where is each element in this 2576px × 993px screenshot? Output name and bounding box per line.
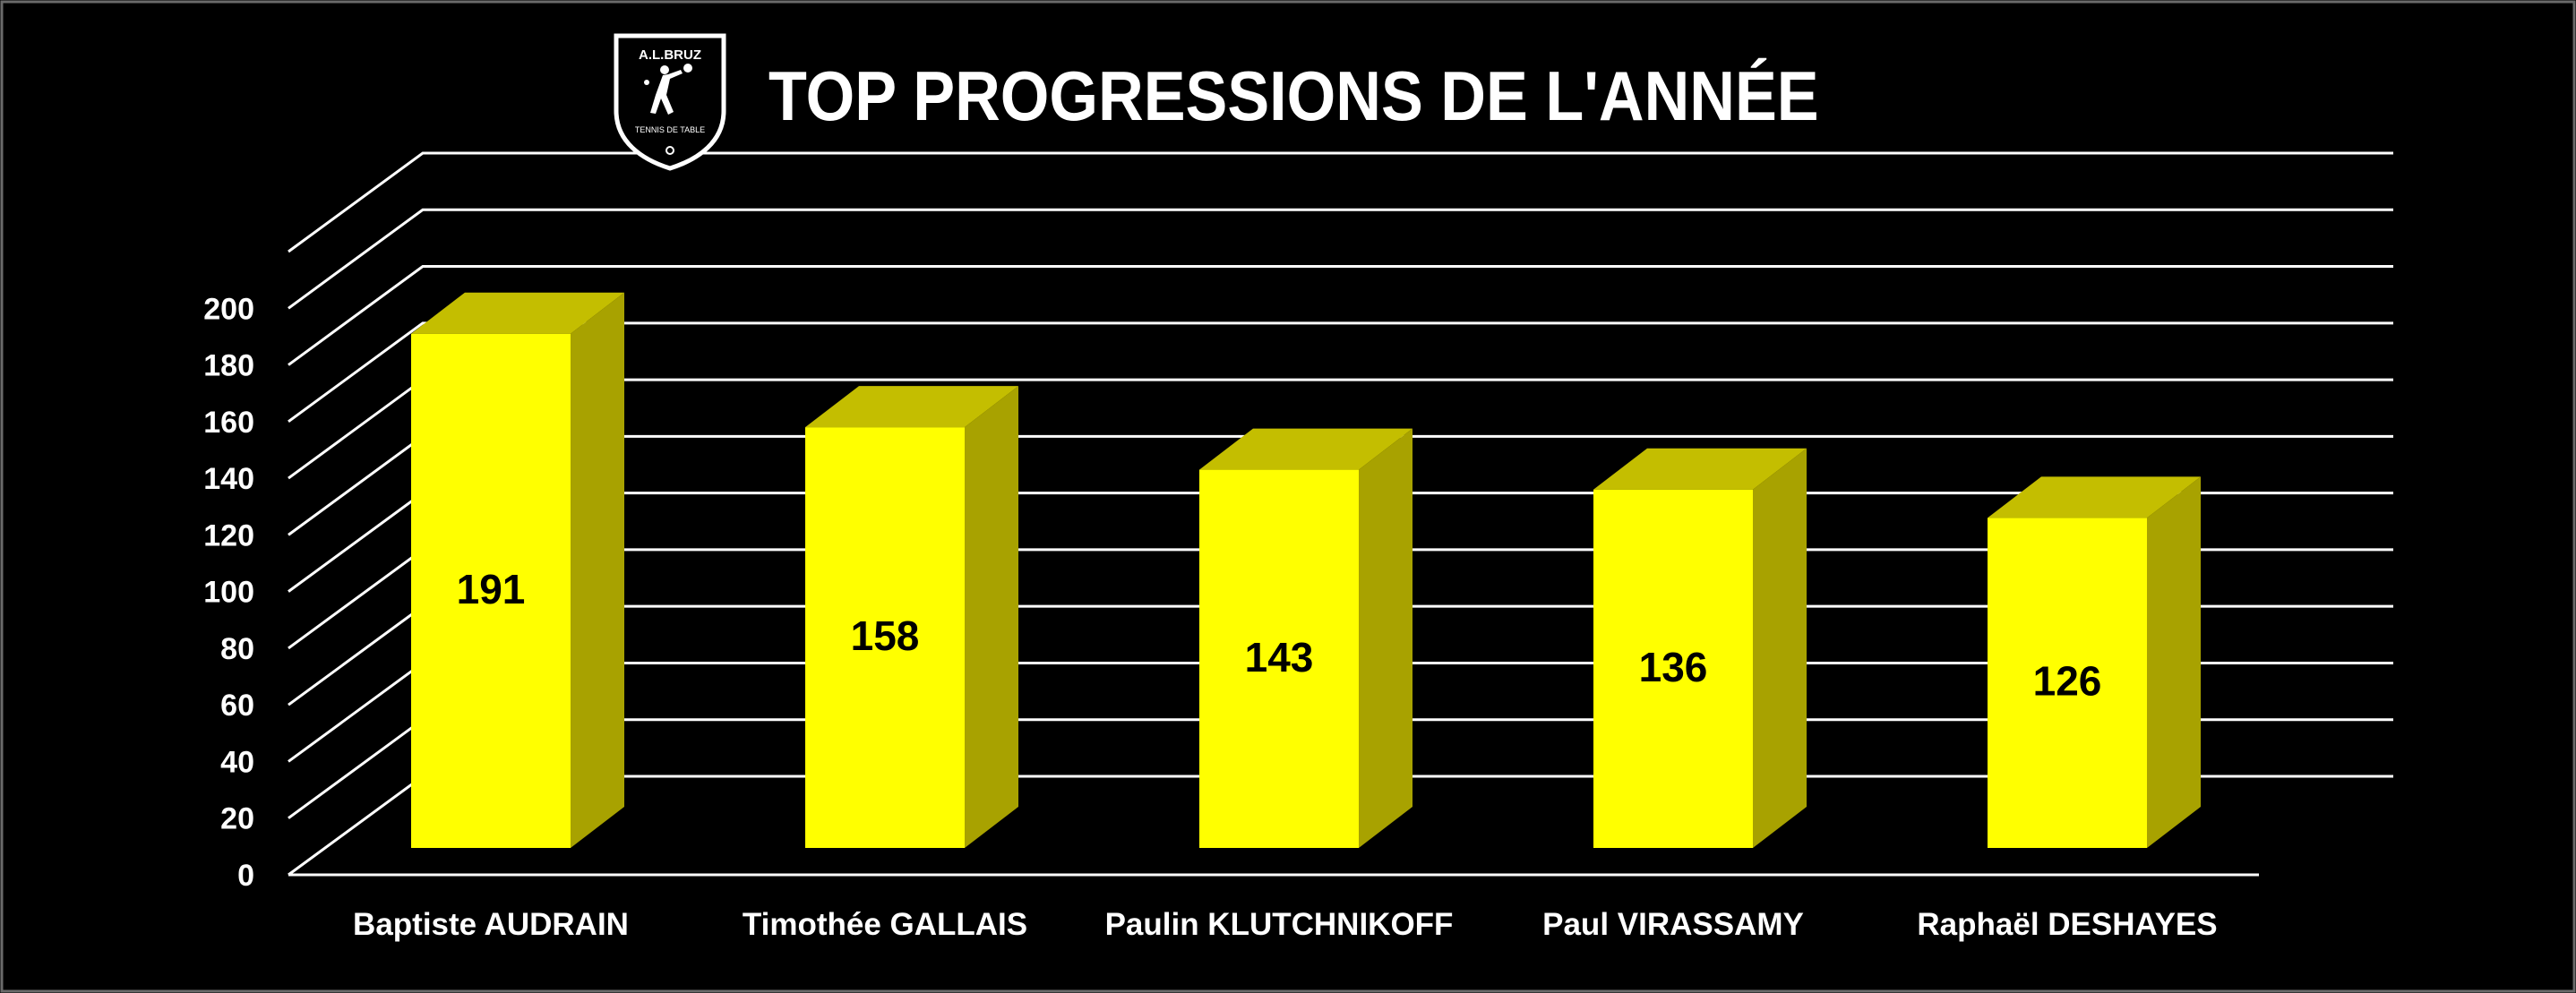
bar-front [1593,489,1753,848]
bar-side [2147,476,2201,848]
bar-value-label: 143 [1245,634,1314,681]
bar-value-label: 136 [1639,644,1708,690]
y-axis-ticks: 0 20 40 60 80 100 120 140 160 180 200 [203,292,254,893]
y-tick-label: 160 [203,406,254,440]
bar: 143 [1199,428,1413,848]
y-tick-label: 100 [203,576,254,610]
logo-top-text: A.L.BRUZ [639,47,701,63]
y-tick-label: 120 [203,518,254,552]
y-tick-label: 200 [203,292,254,326]
bar-front [805,427,965,848]
bar-side [571,292,624,848]
chart-title: TOP PROGRESSIONS DE L'ANNÉE [769,56,1819,135]
y-tick-label: 60 [220,689,254,723]
bar-top [1593,448,1807,490]
bars: 191 158 143 136 126 [411,292,2201,848]
gridline [288,151,2393,253]
x-axis-ticks: Baptiste AUDRAIN Timothée GALLAIS Paulin K… [353,907,2218,942]
y-tick-label: 140 [203,462,254,496]
bar-value-label: 158 [851,612,920,659]
bar-top [1988,476,2201,518]
y-tick-label: 40 [220,745,254,779]
bar-side [1753,448,1807,848]
bar-front [1199,469,1359,848]
x-tick-label: Paulin KLUTCHNIKOFF [1105,907,1454,942]
bar: 136 [1593,448,1807,848]
bar-top [411,292,624,334]
shield-icon [614,33,726,171]
y-tick-label: 180 [203,349,254,383]
y-tick-label: 20 [220,802,254,836]
gridline [288,265,2393,366]
bar: 191 [411,292,624,848]
y-tick-label: 0 [237,859,254,893]
bar-front [411,333,571,848]
x-tick-label: Baptiste AUDRAIN [353,907,629,942]
bar: 158 [805,386,1018,848]
x-tick-label: Raphaël DESHAYES [1917,907,2217,942]
bar-top [1199,428,1413,470]
bar-side [1359,428,1413,848]
bar-value-label: 191 [457,566,526,612]
x-tick-label: Paul VIRASSAMY [1542,907,1804,942]
bar-front [1988,518,2147,848]
bar-side [965,386,1018,848]
ping-pong-player-icon [644,64,692,115]
bar-top [805,386,1018,428]
logo-bottom-text: TENNIS DE TABLE [635,125,705,134]
y-tick-label: 80 [220,632,254,666]
bar: 126 [1988,476,2201,848]
club-logo: A.L.BRUZ TENNIS DE TABLE [614,33,726,171]
bar-value-label: 126 [2033,658,2102,705]
gridline [288,321,2393,424]
x-tick-label: Timothée GALLAIS [743,907,1027,942]
gridline [288,208,2393,310]
